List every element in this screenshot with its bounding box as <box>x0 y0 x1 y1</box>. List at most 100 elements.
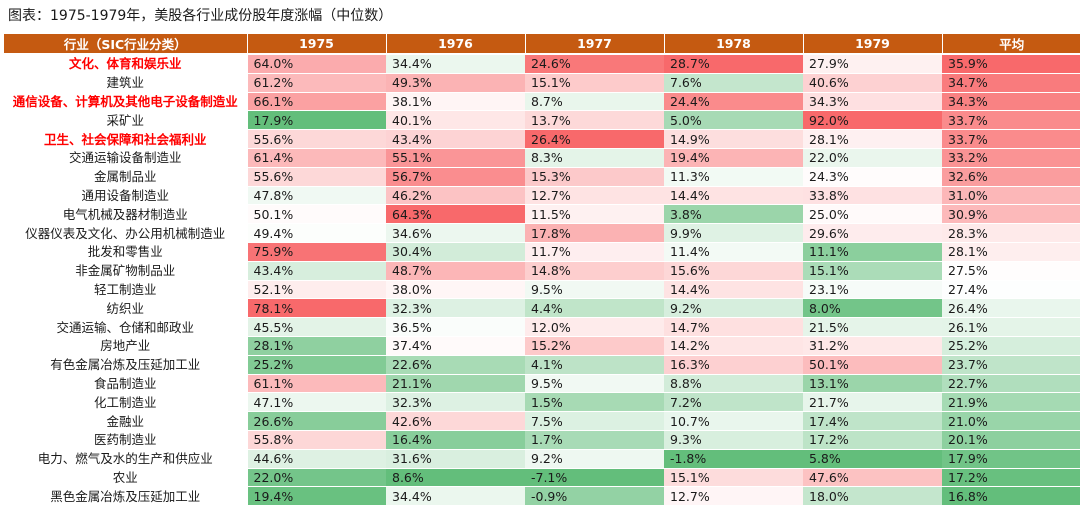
average-cell[interactable]: 21.9% <box>942 392 1080 413</box>
column-header-1978[interactable]: 1978 <box>663 34 803 54</box>
value-cell[interactable]: 40.1% <box>386 110 525 131</box>
value-cell[interactable]: 15.2% <box>525 336 664 356</box>
value-cell[interactable]: 19.4% <box>247 486 386 506</box>
value-cell[interactable]: -0.9% <box>525 486 664 506</box>
value-cell[interactable]: 9.5% <box>525 374 664 394</box>
value-cell[interactable]: 55.6% <box>247 129 386 149</box>
average-cell[interactable]: 32.6% <box>942 167 1080 187</box>
industry-name-cell[interactable]: 房地产业 <box>4 336 248 356</box>
value-cell[interactable]: 17.8% <box>525 223 664 243</box>
value-cell[interactable]: 26.6% <box>247 411 386 431</box>
value-cell[interactable]: 48.7% <box>386 261 525 281</box>
industry-name-cell[interactable]: 电气机械及器材制造业 <box>4 204 248 225</box>
average-cell[interactable]: 33.7% <box>942 129 1080 149</box>
value-cell[interactable]: 55.8% <box>247 430 386 450</box>
value-cell[interactable]: 38.1% <box>386 92 525 112</box>
value-cell[interactable]: 5.0% <box>664 110 803 131</box>
column-header-1976[interactable]: 1976 <box>385 34 525 54</box>
value-cell[interactable]: 3.8% <box>664 204 803 225</box>
value-cell[interactable]: 1.5% <box>525 392 664 413</box>
value-cell[interactable]: 64.0% <box>247 52 386 74</box>
value-cell[interactable]: 12.0% <box>525 317 664 337</box>
value-cell[interactable]: 10.7% <box>664 411 803 431</box>
average-cell[interactable]: 31.0% <box>942 186 1080 206</box>
average-cell[interactable]: 27.5% <box>942 261 1080 281</box>
value-cell[interactable]: 8.3% <box>525 148 664 168</box>
value-cell[interactable]: 8.0% <box>803 298 942 319</box>
value-cell[interactable]: 34.4% <box>386 486 525 506</box>
value-cell[interactable]: 28.1% <box>803 129 942 149</box>
value-cell[interactable]: 18.0% <box>803 486 942 506</box>
value-cell[interactable]: 16.4% <box>386 430 525 450</box>
industry-name-cell[interactable]: 黑色金属冶炼及压延加工业 <box>4 486 248 506</box>
value-cell[interactable]: 47.6% <box>803 468 942 488</box>
industry-name-cell[interactable]: 建筑业 <box>4 73 248 93</box>
column-header-industry[interactable]: 行业（SIC行业分类） <box>4 34 247 54</box>
value-cell[interactable]: 9.2% <box>664 298 803 319</box>
industry-name-cell[interactable]: 通用设备制造业 <box>4 186 248 206</box>
average-cell[interactable]: 33.2% <box>942 148 1080 168</box>
value-cell[interactable]: 55.1% <box>386 148 525 168</box>
value-cell[interactable]: 31.2% <box>803 336 942 356</box>
value-cell[interactable]: 11.5% <box>525 204 664 225</box>
value-cell[interactable]: 32.3% <box>386 392 525 413</box>
value-cell[interactable]: 43.4% <box>386 129 525 149</box>
value-cell[interactable]: 29.6% <box>803 223 942 243</box>
column-header-1979[interactable]: 1979 <box>802 34 942 54</box>
value-cell[interactable]: 9.5% <box>525 280 664 300</box>
value-cell[interactable]: 17.9% <box>247 110 386 131</box>
value-cell[interactable]: 23.1% <box>803 280 942 300</box>
value-cell[interactable]: 56.7% <box>386 167 525 187</box>
value-cell[interactable]: 9.9% <box>664 223 803 243</box>
industry-name-cell[interactable]: 金融业 <box>4 411 248 431</box>
value-cell[interactable]: 33.8% <box>803 186 942 206</box>
value-cell[interactable]: 11.4% <box>664 242 803 262</box>
value-cell[interactable]: 8.8% <box>664 374 803 394</box>
industry-name-cell[interactable]: 化工制造业 <box>4 392 248 413</box>
industry-name-cell[interactable]: 轻工制造业 <box>4 280 248 300</box>
value-cell[interactable]: 49.3% <box>386 73 525 93</box>
value-cell[interactable]: 17.4% <box>803 411 942 431</box>
value-cell[interactable]: 47.1% <box>247 392 386 413</box>
value-cell[interactable]: 13.7% <box>525 110 664 131</box>
value-cell[interactable]: 14.4% <box>664 280 803 300</box>
value-cell[interactable]: 25.2% <box>247 355 386 375</box>
value-cell[interactable]: 61.4% <box>247 148 386 168</box>
value-cell[interactable]: 8.7% <box>525 92 664 112</box>
value-cell[interactable]: 38.0% <box>386 280 525 300</box>
industry-name-cell[interactable]: 通信设备、计算机及其他电子设备制造业 <box>4 92 248 112</box>
industry-name-cell[interactable]: 卫生、社会保障和社会福利业 <box>4 129 248 149</box>
value-cell[interactable]: 50.1% <box>247 204 386 225</box>
value-cell[interactable]: 17.2% <box>803 430 942 450</box>
average-cell[interactable]: 21.0% <box>942 411 1080 431</box>
value-cell[interactable]: 7.2% <box>664 392 803 413</box>
value-cell[interactable]: 11.3% <box>664 167 803 187</box>
value-cell[interactable]: 8.6% <box>386 468 525 488</box>
value-cell[interactable]: 16.3% <box>664 355 803 375</box>
average-cell[interactable]: 26.4% <box>942 298 1080 319</box>
value-cell[interactable]: 21.7% <box>803 392 942 413</box>
average-cell[interactable]: 30.9% <box>942 204 1080 225</box>
value-cell[interactable]: 15.1% <box>664 468 803 488</box>
average-cell[interactable]: 28.3% <box>942 223 1080 243</box>
value-cell[interactable]: 4.1% <box>525 355 664 375</box>
value-cell[interactable]: 75.9% <box>247 242 386 262</box>
value-cell[interactable]: 30.4% <box>386 242 525 262</box>
value-cell[interactable]: 22.6% <box>386 355 525 375</box>
industry-name-cell[interactable]: 非金属矿物制品业 <box>4 261 248 281</box>
value-cell[interactable]: 25.0% <box>803 204 942 225</box>
value-cell[interactable]: 14.7% <box>664 317 803 337</box>
value-cell[interactable]: 24.4% <box>664 92 803 112</box>
value-cell[interactable]: 42.6% <box>386 411 525 431</box>
value-cell[interactable]: 14.4% <box>664 186 803 206</box>
value-cell[interactable]: 14.2% <box>664 336 803 356</box>
average-cell[interactable]: 34.3% <box>942 92 1080 112</box>
value-cell[interactable]: 50.1% <box>803 355 942 375</box>
average-cell[interactable]: 27.4% <box>942 280 1080 300</box>
value-cell[interactable]: 45.5% <box>247 317 386 337</box>
value-cell[interactable]: 24.6% <box>525 52 664 74</box>
value-cell[interactable]: 12.7% <box>664 486 803 506</box>
average-cell[interactable]: 22.7% <box>942 374 1080 394</box>
average-cell[interactable]: 20.1% <box>942 430 1080 450</box>
value-cell[interactable]: 11.1% <box>803 242 942 262</box>
